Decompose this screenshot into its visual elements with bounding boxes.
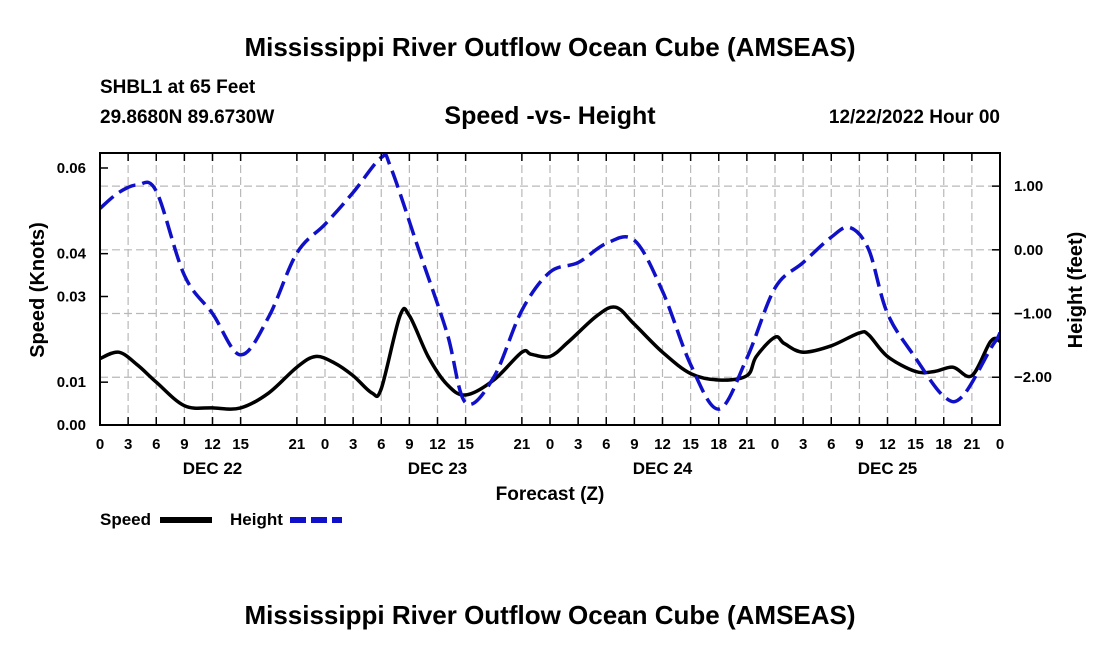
x-tick-label: 21	[964, 436, 981, 453]
day-label: DEC 24	[633, 459, 693, 478]
x-tick-label: 6	[602, 436, 610, 453]
x-tick-label: 15	[682, 436, 699, 453]
x-tick-label: 12	[204, 436, 221, 453]
x-tick-label: 0	[321, 436, 329, 453]
x-tick-label: 21	[514, 436, 531, 453]
y-axis-left-title: Speed (Knots)	[27, 222, 49, 358]
y-right-tick-label: −1.00	[1014, 306, 1052, 323]
y-left-tick-label: 0.03	[57, 288, 86, 305]
x-tick-label: 15	[232, 436, 249, 453]
x-tick-label: 3	[799, 436, 807, 453]
x-tick-label: 9	[180, 436, 188, 453]
x-tick-label: 18	[710, 436, 727, 453]
x-tick-label: 18	[935, 436, 952, 453]
legend: Speed Height	[100, 510, 342, 529]
y-right-tick-label: 0.00	[1014, 242, 1043, 259]
day-label: DEC 23	[408, 459, 468, 478]
x-tick-label: 0	[996, 436, 1004, 453]
grid	[99, 153, 1001, 425]
x-tick-label: 9	[630, 436, 638, 453]
chart-subtitle: Speed -vs- Height	[444, 102, 656, 130]
footer-title: Mississippi River Outflow Ocean Cube (AM…	[244, 600, 856, 630]
y-left-tick-label: 0.06	[57, 160, 86, 177]
x-tick-label: 3	[124, 436, 132, 453]
day-label: DEC 22	[183, 459, 243, 478]
legend-speed-label: Speed	[100, 510, 151, 529]
x-tick-label: 9	[855, 436, 863, 453]
x-tick-label: 12	[429, 436, 446, 453]
x-tick-label: 21	[739, 436, 756, 453]
x-tick-label: 6	[827, 436, 835, 453]
y-axis-right-title: Height (feet)	[1065, 232, 1087, 349]
y-left-tick-label: 0.01	[57, 374, 86, 391]
x-tick-label: 6	[377, 436, 385, 453]
x-tick-label: 12	[654, 436, 671, 453]
x-tick-label: 15	[907, 436, 924, 453]
coordinates-label: 29.8680N 89.6730W	[100, 107, 275, 128]
axis-ticks	[99, 153, 1001, 426]
x-tick-label: 9	[405, 436, 413, 453]
x-tick-label: 0	[771, 436, 779, 453]
x-tick-label: 3	[349, 436, 357, 453]
y-right-tick-label: −2.00	[1014, 369, 1052, 386]
chart-title: Mississippi River Outflow Ocean Cube (AM…	[244, 32, 856, 62]
y-left-tick-label: 0.00	[57, 417, 86, 434]
legend-height-label: Height	[230, 510, 283, 529]
y-right-tick-label: 1.00	[1014, 178, 1043, 195]
station-label: SHBL1 at 65 Feet	[100, 77, 256, 98]
axis-labels: 0 3 6 9 12 15 21 0 3 6 9 12 15 21 0 3 6 9 12 15 18 21 0 3 6 9 12 15…	[57, 160, 1052, 478]
speed-series-line	[100, 305, 1000, 411]
series-group	[100, 153, 1000, 411]
x-tick-label: 6	[152, 436, 160, 453]
x-tick-label: 3	[574, 436, 582, 453]
forecast-datetime: 12/22/2022 Hour 00	[828, 107, 1000, 128]
y-left-tick-label: 0.04	[57, 246, 87, 263]
x-tick-label: 0	[546, 436, 554, 453]
x-tick-label: 15	[457, 436, 474, 453]
x-tick-label: 0	[96, 436, 104, 453]
x-axis-title: Forecast (Z)	[496, 484, 605, 505]
height-series-line	[100, 153, 1000, 411]
x-tick-label: 21	[289, 436, 306, 453]
x-tick-label: 12	[879, 436, 896, 453]
day-label: DEC 25	[858, 459, 918, 478]
